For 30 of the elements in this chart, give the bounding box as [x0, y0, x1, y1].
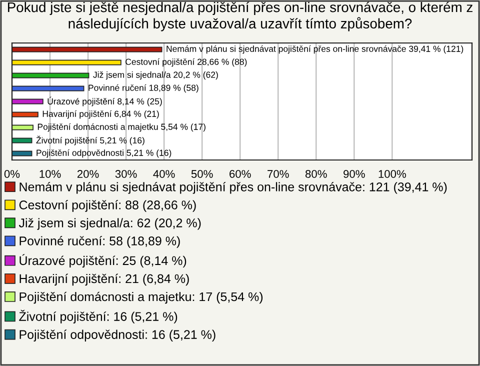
chart-title: Pokud jste si ještě nesjednal/a pojištění přes on-line srovnávače, o kterém z následujících byste uvažoval/a uzavřít tímto způsobem?: [8, 2, 472, 32]
data-label: Pojištění odpovědnosti 5,21 % (16): [36, 149, 172, 158]
legend-label: Nemám v plánu si sjednávat pojištění přes on-line srovnávače: 121 (39,41 %): [20, 182, 447, 194]
legend-label: Povinné ručení: 58 (18,89 %): [20, 236, 180, 248]
legend-label: Pojištění odpovědnosti: 16 (5,21 %): [20, 330, 216, 342]
x-tick-label: 50%: [191, 170, 213, 178]
data-label: Již jsem si sjednal/a 20,2 % (62): [93, 71, 218, 80]
x-tick-label: 100%: [378, 170, 406, 178]
data-label: Havarijní pojištění 6,84 % (21): [42, 110, 159, 119]
x-tick-label: 20%: [77, 170, 99, 178]
legend-label: Havarijní pojištění: 21 (6,84 %): [20, 274, 189, 286]
data-label: Životní pojištění 5,21 % (16): [36, 136, 144, 146]
legend-label: Pojištění domácnosti a majetku: 17 (5,54 %): [20, 292, 263, 304]
x-tick-label: 70%: [268, 170, 289, 178]
x-tick-label: 0%: [4, 170, 20, 178]
legend-label: Úrazové pojištění: 25 (8,14 %): [20, 254, 186, 268]
x-tick-label: 10%: [40, 170, 61, 178]
x-tick-label: 40%: [153, 170, 175, 178]
data-label: Cestovní pojištění 28,66 % (88): [126, 58, 247, 67]
x-tick-label: 90%: [344, 170, 365, 178]
data-label: Nemám v plánu si sjednávat pojištění přes on-line srovnávače 39,41 % (121): [166, 45, 464, 54]
x-tick-label: 60%: [230, 170, 251, 178]
legend-label: Životní pojištění: 16 (5,21 %): [19, 310, 178, 324]
legend-label: Již jsem si sjednal/a: 62 (20,2 %): [18, 218, 201, 230]
x-tick-label: 80%: [305, 170, 327, 178]
x-tick-label: 30%: [115, 170, 137, 178]
data-label: Úrazové pojištění 8,14 % (25): [48, 96, 162, 106]
data-label: Povinné ručení 18,89 % (58): [88, 84, 198, 93]
legend-label: Cestovní pojištění: 88 (28,66 %): [19, 200, 196, 212]
data-label: Pojištění domácnosti a majetku 5,54 % (17): [38, 123, 206, 132]
